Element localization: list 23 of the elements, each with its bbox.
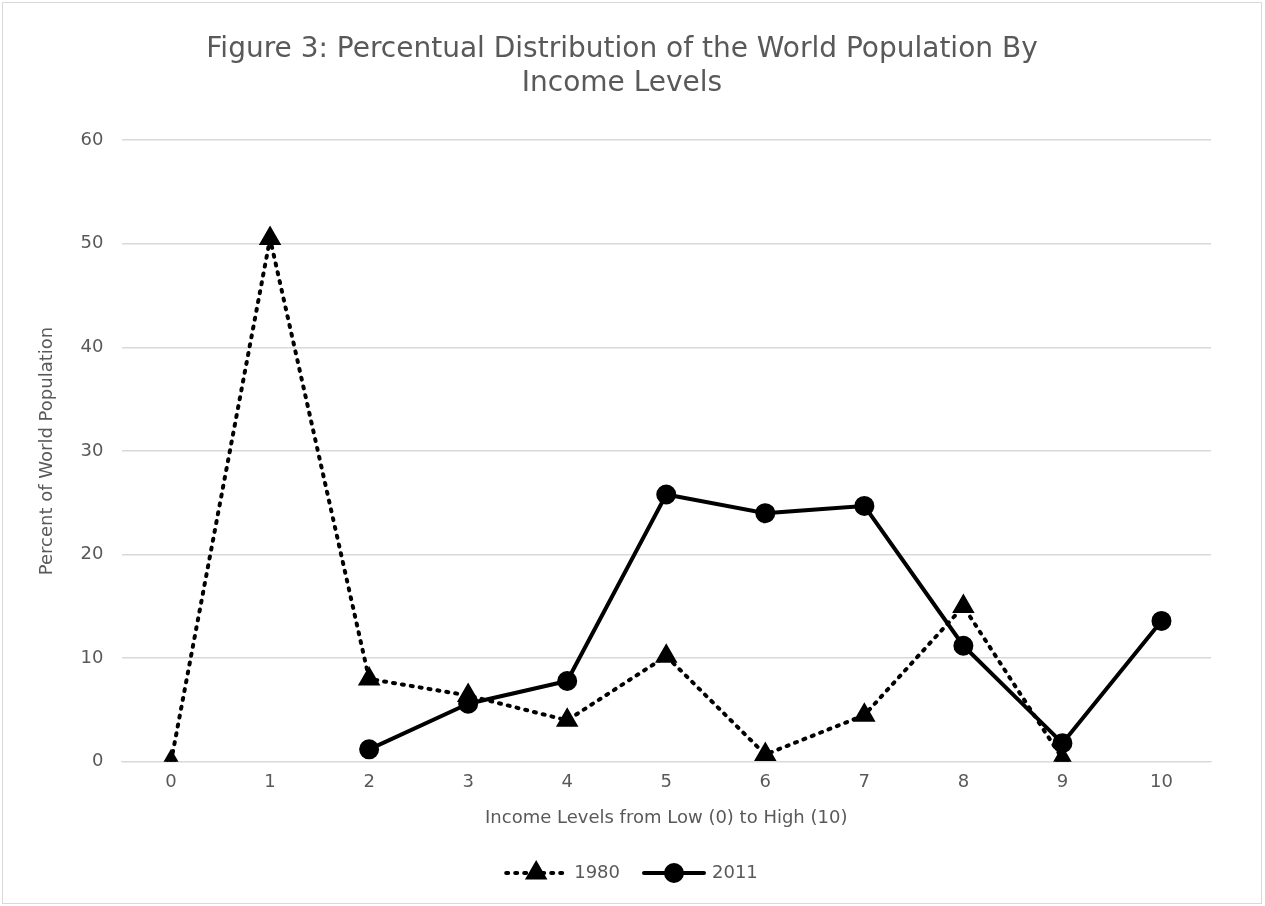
chart-title: Figure 3: Percentual Distribution of the World Population By Income Levels bbox=[206, 31, 1038, 98]
x-tick-label: 9 bbox=[1056, 770, 1069, 792]
x-tick-label: 0 bbox=[165, 770, 177, 792]
x-tick-label: 8 bbox=[957, 770, 970, 792]
legend-label: 1980 bbox=[574, 860, 620, 882]
y-tick-label: 40 bbox=[80, 335, 104, 357]
y-tick-label: 10 bbox=[80, 645, 104, 667]
x-tick-label: 10 bbox=[1150, 770, 1173, 792]
x-tick-label: 4 bbox=[561, 770, 573, 792]
x-tick-label: 7 bbox=[858, 770, 871, 792]
y-tick-label: 30 bbox=[80, 438, 104, 460]
x-tick-label: 5 bbox=[660, 770, 672, 792]
x-tick-label: 2 bbox=[363, 770, 375, 792]
x-axis-title: Income Levels from Low (0) to High (10) bbox=[485, 805, 848, 827]
y-tick-label: 0 bbox=[92, 749, 104, 771]
x-tick-label: 6 bbox=[759, 770, 772, 792]
x-tick-label: 3 bbox=[462, 770, 474, 792]
legend-label: 2011 bbox=[712, 860, 758, 882]
y-tick-label: 50 bbox=[80, 231, 104, 253]
y-tick-label: 60 bbox=[80, 127, 104, 149]
y-axis-title: Percent of World Population bbox=[35, 326, 57, 576]
x-tick-label: 1 bbox=[264, 770, 276, 792]
y-tick-label: 20 bbox=[80, 542, 104, 564]
